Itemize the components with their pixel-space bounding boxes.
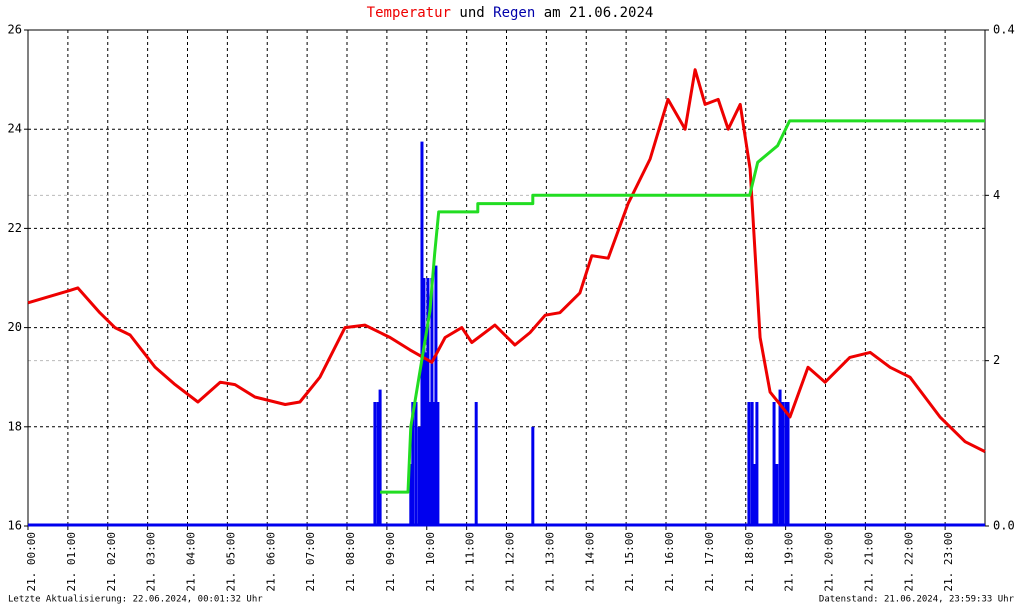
x-tick-label: 21. 22:00 [902, 532, 915, 592]
x-tick-label: 21. 04:00 [185, 532, 198, 592]
rain-bar [373, 402, 377, 526]
x-tick-label: 21. 20:00 [823, 532, 836, 592]
y2-tick-label: 2 [993, 353, 1000, 367]
rain-bar [432, 402, 436, 526]
series-line [27, 68, 986, 453]
y3-tick-label: 0.4 [993, 23, 1015, 37]
rain-bar [424, 352, 428, 526]
x-tick-label: 21. 23:00 [942, 532, 955, 592]
x-tick-label: 21. 10:00 [424, 532, 437, 592]
rain-bar [376, 402, 380, 526]
x-tick-label: 21. 21:00 [862, 532, 875, 592]
rain-bar [422, 278, 426, 526]
title-part: und [459, 5, 484, 21]
y2-tick-label: 4 [993, 188, 1000, 202]
rain-bar [434, 265, 438, 526]
x-tick-label: 21. 17:00 [703, 532, 716, 592]
x-tick-label: 21. 08:00 [344, 532, 357, 592]
x-tick-label: 21. 13:00 [543, 532, 556, 592]
y-tick-label: 26 [8, 23, 22, 37]
y2-tick-label: 0.0 [993, 519, 1015, 533]
rain-bar [753, 464, 757, 526]
x-tick-label: 21. 11:00 [464, 532, 477, 592]
x-tick-label: 21. 18:00 [743, 532, 756, 592]
y-tick-label: 22 [8, 221, 22, 235]
y-tick-label: 24 [8, 122, 22, 136]
rain-bar [378, 389, 382, 526]
x-tick-label: 21. 03:00 [145, 532, 158, 592]
x-tick-label: 21. 16:00 [663, 532, 676, 592]
title-part: Temperatur [367, 5, 451, 21]
x-tick-label: 21. 06:00 [264, 532, 277, 592]
rain-bar [474, 402, 478, 526]
rain-bar [755, 402, 759, 526]
x-tick-label: 21. 07:00 [304, 532, 317, 592]
rain-bar [428, 402, 432, 526]
x-tick-label: 21. 14:00 [583, 532, 596, 592]
rain-bar [430, 278, 434, 526]
footer-right: Datenstand: 21.06.2024, 23:59:33 Uhr [819, 595, 1015, 605]
y-tick-label: 16 [8, 519, 22, 533]
rain-bar [772, 402, 776, 526]
x-tick-label: 21. 02:00 [105, 532, 118, 592]
rain-bar [411, 402, 415, 526]
rain-bar [531, 426, 535, 526]
rain-bar [784, 402, 788, 526]
rain-bar [409, 464, 413, 526]
rain-bar [778, 389, 782, 526]
rain-bar [747, 402, 751, 526]
footer-left: Letzte Aktualisierung: 22.06.2024, 00:01… [8, 595, 263, 605]
y-tick-label: 18 [8, 419, 22, 433]
series-line [380, 119, 985, 494]
x-tick-label: 21. 09:00 [384, 532, 397, 592]
rain-bar [426, 278, 430, 526]
rain-bar [781, 402, 785, 526]
chart-title: Temperatur und Regen am 21.06.2024 [367, 5, 654, 21]
rain-bar [417, 426, 421, 526]
rain-bar [775, 464, 779, 526]
title-part: am 21.06.2024 [544, 5, 654, 21]
rain-bar [750, 402, 754, 526]
x-tick-label: 21. 15:00 [623, 532, 636, 592]
rain-bar [420, 141, 424, 526]
x-tick-label: 21. 19:00 [783, 532, 796, 592]
x-tick-label: 21. 12:00 [504, 532, 517, 592]
rain-bar [414, 402, 418, 526]
x-tick-label: 21. 05:00 [224, 532, 237, 592]
x-tick-label: 21. 01:00 [65, 532, 78, 592]
y-tick-label: 20 [8, 320, 22, 334]
rain-bar [786, 402, 790, 526]
rain-bar [436, 402, 440, 526]
title-part: Regen [493, 5, 535, 21]
x-tick-label: 21. 00:00 [25, 532, 38, 592]
